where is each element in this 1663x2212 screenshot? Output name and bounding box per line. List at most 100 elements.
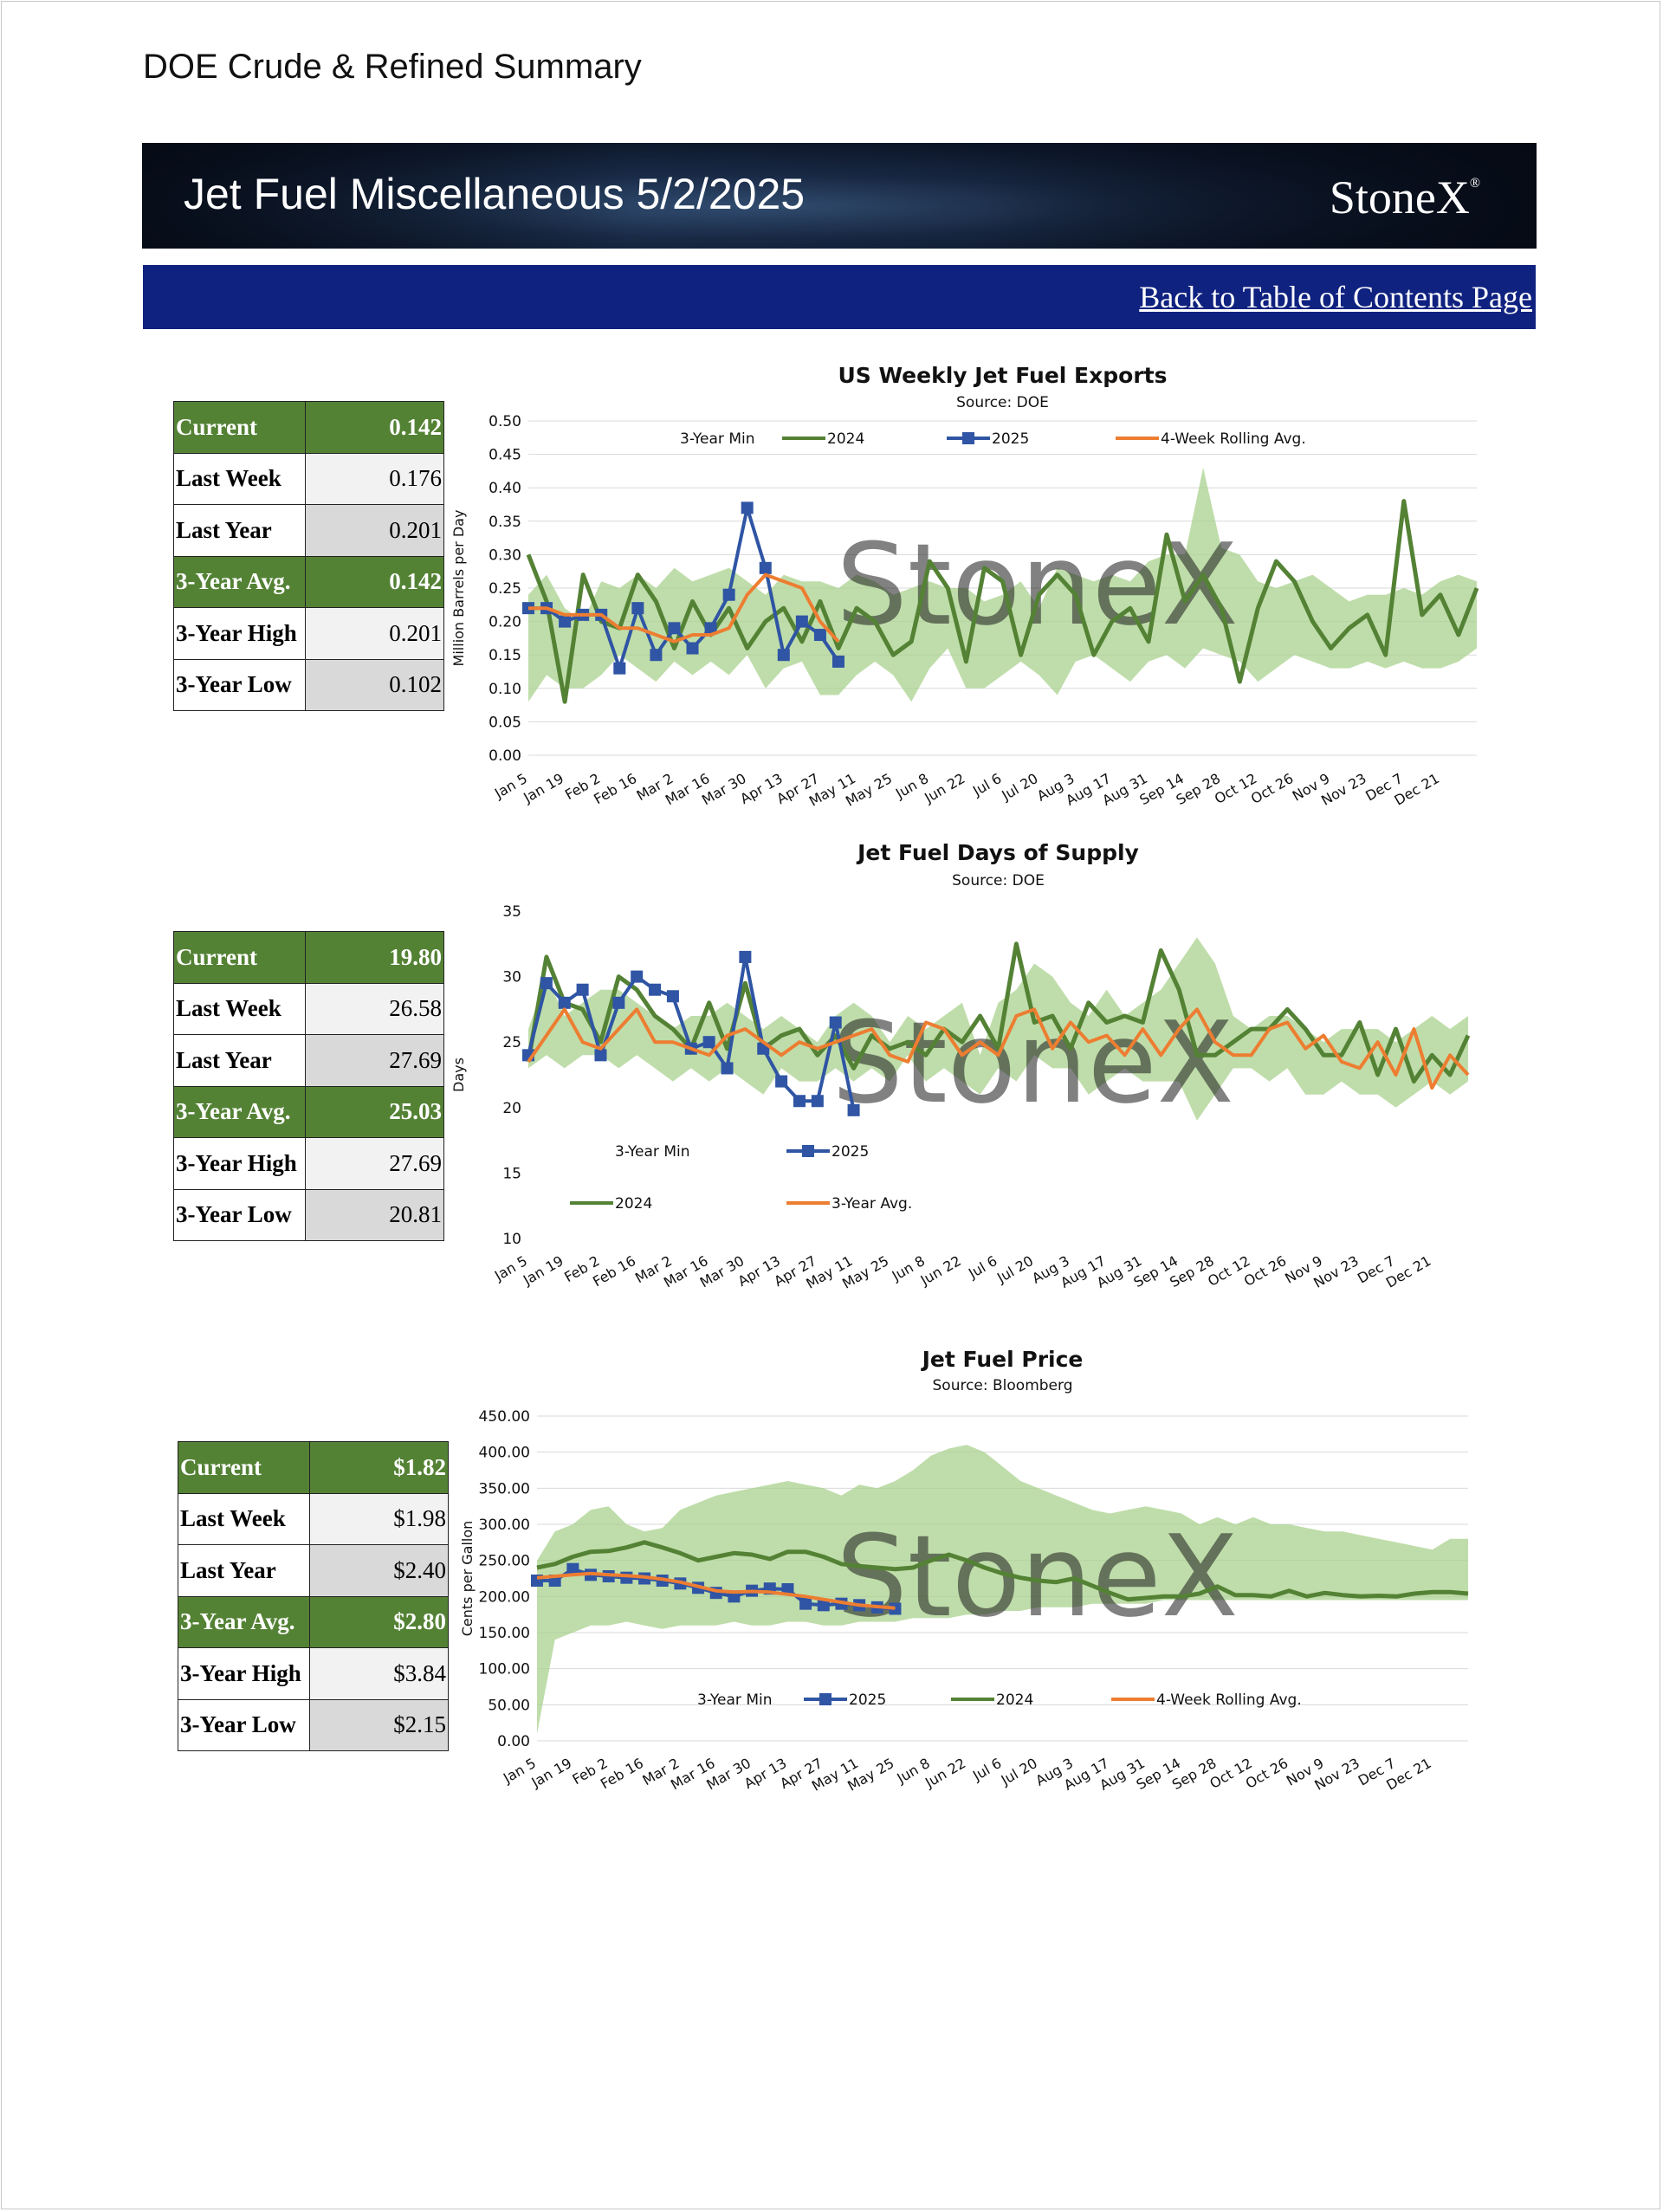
series-line-2024 <box>536 1540 1469 1602</box>
legend-label: 2024 <box>996 1691 1033 1709</box>
x-tick-label: Jul 6 <box>965 1252 1000 1282</box>
legend-label: 3-Year Min <box>680 430 755 448</box>
y-axis-label: Cents per Gallon <box>459 1521 476 1637</box>
data-point-2025 <box>813 629 826 642</box>
series-line-2024 <box>526 941 1471 1084</box>
series-line-2024 <box>526 499 1479 704</box>
stat-label: Last Week <box>178 1492 310 1545</box>
y-tick-label: 0.00 <box>497 1733 530 1750</box>
data-point-2025 <box>704 622 717 635</box>
jet-fuel-days-supply-chart: Jet Fuel Days of Supply Source: DOE 10 15 20… <box>450 840 1471 1292</box>
data-point-2025 <box>620 1571 633 1584</box>
stonex-watermark: StoneX <box>836 519 1238 650</box>
stat-label: 3-Year Avg. <box>173 1085 306 1138</box>
stat-label: Last Year <box>178 1544 310 1597</box>
y-tick-label: 100.00 <box>479 1661 530 1678</box>
y-tick-label: 400.00 <box>479 1445 530 1462</box>
y-tick-label: 10 <box>502 1231 521 1248</box>
stat-value: 0.176 <box>305 452 444 505</box>
x-tick-label: Jun 22 <box>922 1755 968 1791</box>
x-tick-label: Jul 20 <box>998 770 1040 804</box>
data-point-2025 <box>612 996 625 1009</box>
data-point-2025 <box>799 1597 812 1610</box>
data-point-2025 <box>889 1602 902 1615</box>
stat-value: $1.98 <box>309 1492 449 1545</box>
stat-value: 25.03 <box>305 1085 444 1138</box>
stat-label: Last Week <box>173 452 306 505</box>
y-tick-label: 0.25 <box>489 580 521 598</box>
legend-label: 3-Year Min <box>697 1691 773 1709</box>
back-to-contents-link[interactable]: Back to Table of Contents Page <box>1139 280 1532 314</box>
y-tick-label: 0.50 <box>489 413 521 430</box>
data-point-2025 <box>631 602 644 615</box>
chart-title: US Weekly Jet Fuel Exports <box>838 363 1167 388</box>
y-tick-label: 0.15 <box>489 647 521 664</box>
range-band-3-year-min-max <box>537 1445 1468 1734</box>
y-tick-label: 300.00 <box>479 1517 530 1534</box>
data-point-2025 <box>686 642 699 655</box>
data-point-2025 <box>702 1036 715 1049</box>
exports-stats-table: Current 0.142 Last Week 0.176 Last Year 0.2… <box>173 401 444 711</box>
y-tick-label: 15 <box>502 1165 521 1182</box>
data-point-2025 <box>832 655 844 668</box>
data-point-2025 <box>795 615 808 628</box>
data-point-2025 <box>759 561 772 574</box>
x-tick-label: Jan 19 <box>528 1755 575 1791</box>
y-tick-label: 50.00 <box>488 1697 530 1714</box>
y-tick-label: 350.00 <box>479 1480 530 1497</box>
data-point-2025 <box>668 622 681 635</box>
stat-label: 3-Year High <box>173 607 306 660</box>
legend-label: 2025 <box>849 1691 886 1709</box>
y-tick-label: 0.10 <box>489 681 521 698</box>
stat-value: 0.102 <box>305 658 444 711</box>
stat-value: 0.142 <box>305 401 444 454</box>
x-tick-label: Jul 20 <box>998 1755 1040 1788</box>
y-axis-label: Million Barrels per Day <box>450 510 467 667</box>
stat-value: 19.80 <box>305 931 444 984</box>
y-tick-label: 0.00 <box>489 747 521 765</box>
stonex-watermark: StoneX <box>836 1510 1238 1642</box>
data-point-2025 <box>829 1016 842 1029</box>
jet-fuel-price-chart: Jet Fuel Price Source: Bloomberg 0.00 50.00… <box>459 1347 1469 1795</box>
y-tick-label: 200.00 <box>479 1588 530 1606</box>
data-point-2025 <box>650 649 663 662</box>
range-band-3-year-min-max <box>528 937 1468 1121</box>
data-point-2025 <box>559 615 572 628</box>
y-tick-label: 0.45 <box>489 447 521 464</box>
stat-value: $2.80 <box>309 1595 449 1648</box>
legend-label: 2025 <box>992 430 1029 448</box>
chart-subtitle: Source: Bloomberg <box>933 1377 1073 1394</box>
y-tick-label: 0.40 <box>489 480 521 497</box>
stat-label: 3-Year Low <box>173 658 306 711</box>
y-tick-label: 0.20 <box>489 614 521 631</box>
stat-label: Current <box>173 401 306 454</box>
days-supply-stats-table: Current 19.80 Last Week 26.58 Last Year 27.… <box>173 931 444 1241</box>
data-point-2025 <box>576 983 589 996</box>
x-tick-label: Jun 22 <box>921 770 967 806</box>
price-stats-table: Current $1.82 Last Week $1.98 Last Year $2.… <box>178 1441 449 1751</box>
y-tick-label: 0.30 <box>489 547 521 564</box>
stat-label: Last Year <box>173 504 306 557</box>
chart-subtitle: Source: DOE <box>952 872 1045 889</box>
y-tick-label: 0.35 <box>489 514 521 531</box>
y-tick-label: 30 <box>502 969 521 986</box>
data-point-2025 <box>540 977 553 990</box>
stat-label: 3-Year Avg. <box>178 1595 310 1648</box>
stat-label: Current <box>173 931 306 984</box>
stat-label: 3-Year Low <box>173 1188 306 1241</box>
logo-text: StoneX <box>1329 171 1470 223</box>
data-point-2025 <box>721 1062 734 1075</box>
banner-title: Jet Fuel Miscellaneous 5/2/2025 <box>184 170 806 218</box>
data-point-2025 <box>847 1103 860 1116</box>
stat-value: $3.84 <box>309 1647 449 1700</box>
x-tick-label: Oct 26 <box>1248 770 1296 807</box>
y-tick-label: 450.00 <box>479 1408 530 1426</box>
data-point-2025 <box>739 950 752 963</box>
stat-value: 26.58 <box>305 982 444 1035</box>
data-point-2025 <box>631 970 644 983</box>
data-point-2025 <box>741 501 754 514</box>
chart-title: Jet Fuel Price <box>921 1347 1084 1372</box>
legend-label: 2024 <box>615 1195 652 1213</box>
stat-label: Last Week <box>173 982 306 1035</box>
x-tick-label: Oct 26 <box>1241 1252 1289 1290</box>
